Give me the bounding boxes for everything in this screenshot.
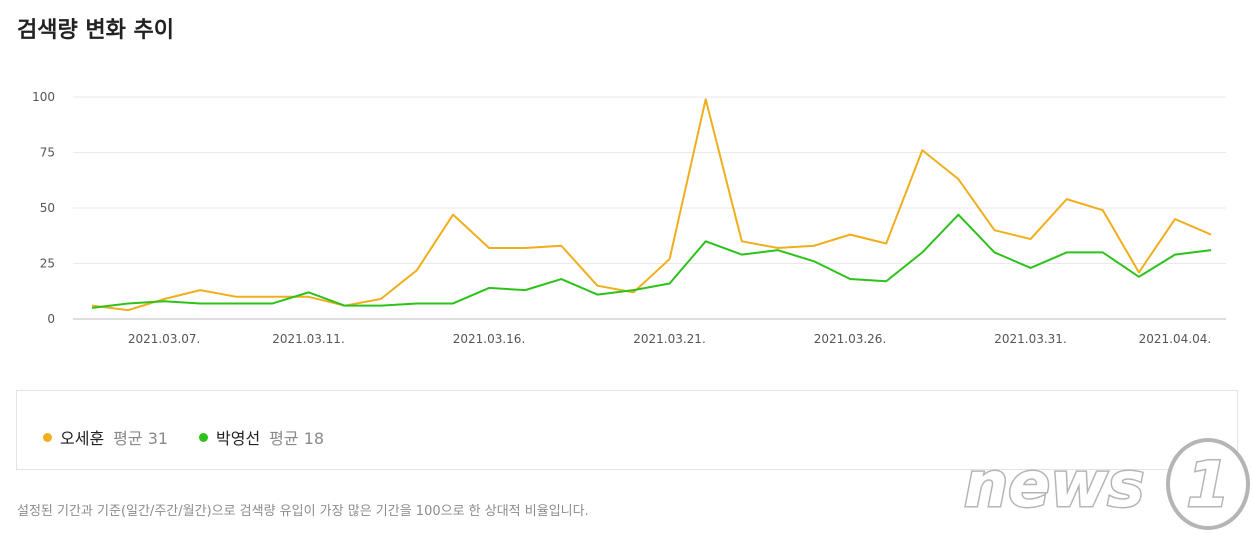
legend-label: 박영선 [216, 429, 261, 448]
legend-average: 평균 31 [113, 429, 169, 448]
chart-title: 검색량 변화 추이 [17, 18, 174, 43]
x-tick-label: 2021.03.07. [128, 332, 201, 346]
x-tick-label: 2021.03.11. [272, 332, 345, 346]
svg-text:1: 1 [1186, 448, 1229, 521]
footnote: 설정된 기간과 기준(일간/주간/월간)으로 검색량 유입이 가장 많은 기간을… [17, 504, 589, 519]
series-lines [91, 98, 1212, 312]
y-axis: 0 25 50 75 100 [32, 90, 55, 326]
x-tick-label: 2021.03.21. [633, 332, 706, 346]
series-line-park [91, 213, 1212, 309]
chart-grid [73, 96, 1226, 320]
x-axis: 2021.03.07. 2021.03.11. 2021.03.16. 2021.03… [128, 332, 1211, 346]
legend-item-park[interactable]: 박영선 평균 18 [199, 425, 324, 449]
x-tick-label: 2021.03.31. [994, 332, 1067, 346]
x-tick-label: 2021.03.26. [814, 332, 887, 346]
x-tick-label: 2021.03.16. [453, 332, 526, 346]
y-tick-label: 0 [47, 312, 55, 326]
news1-watermark-logo: news 1 [963, 438, 1250, 530]
y-tick-label: 50 [40, 201, 55, 215]
watermark-mark-icon: 1 [1166, 438, 1250, 530]
y-tick-label: 25 [40, 257, 55, 271]
y-tick-label: 75 [40, 146, 55, 160]
legend-dot-icon [43, 432, 52, 442]
x-tick-label: 2021.04.04. [1139, 332, 1212, 346]
legend-dot-icon [199, 432, 208, 442]
legend: 오세훈 평균 31 박영선 평균 18 [16, 390, 1238, 470]
y-tick-label: 100 [32, 90, 55, 104]
legend-label: 오세훈 [60, 429, 105, 448]
legend-average: 평균 18 [269, 429, 325, 448]
legend-item-oh[interactable]: 오세훈 평균 31 [43, 425, 168, 449]
watermark-text: news [964, 448, 1144, 521]
series-line-oh [91, 98, 1212, 312]
